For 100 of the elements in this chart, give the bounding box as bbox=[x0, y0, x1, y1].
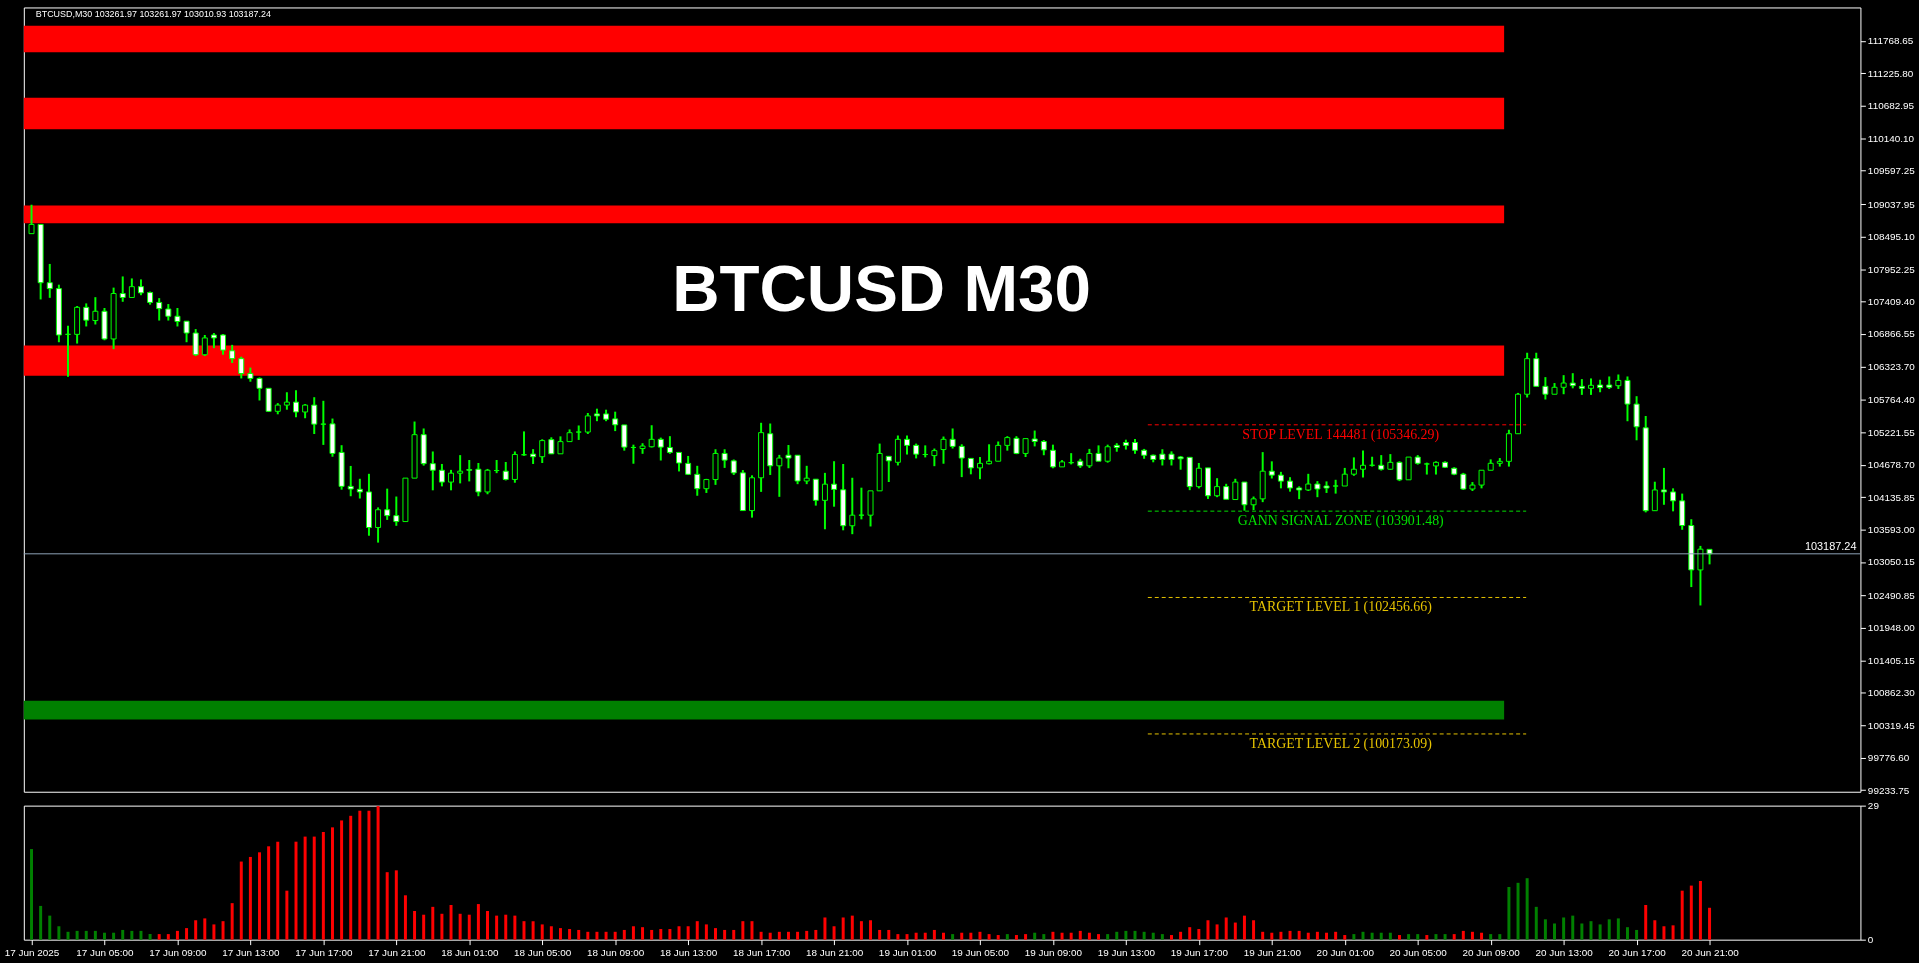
x-tick-label: 20 Jun 13:00 bbox=[1535, 947, 1594, 959]
candlestick bbox=[676, 451, 683, 473]
bar bbox=[239, 861, 243, 940]
y-tick-label: 101405.15 bbox=[1867, 654, 1916, 666]
x-tick-label: 17 Jun 21:00 bbox=[368, 947, 426, 959]
candlestick bbox=[183, 320, 190, 344]
candlestick bbox=[785, 444, 792, 470]
y-tick-label: 29 bbox=[1867, 800, 1880, 812]
candlestick bbox=[958, 443, 965, 479]
y-tick-label: 110140.10 bbox=[1867, 132, 1915, 144]
bar bbox=[48, 915, 52, 940]
bar bbox=[549, 926, 553, 940]
bar bbox=[1297, 930, 1301, 940]
y-tick-label: 107952.25 bbox=[1867, 263, 1916, 275]
bar bbox=[1534, 906, 1538, 940]
candlestick bbox=[1651, 480, 1658, 512]
bar bbox=[613, 931, 617, 940]
bar bbox=[978, 931, 982, 940]
bar bbox=[1680, 890, 1684, 940]
candlestick bbox=[92, 296, 99, 326]
candlestick bbox=[1670, 487, 1677, 513]
bar bbox=[1142, 931, 1146, 940]
annotation: BTCUSD,M30 103261.97 103261.97 103010.93 103187.24 bbox=[35, 9, 271, 20]
bar bbox=[631, 926, 635, 940]
y-tick-label: 101948.00 bbox=[1867, 622, 1916, 634]
bar bbox=[1261, 931, 1265, 940]
bar bbox=[786, 931, 790, 940]
candlestick bbox=[812, 478, 819, 507]
ref-line-label: TARGET LEVEL 2 (100173.09) bbox=[1249, 735, 1433, 752]
bar bbox=[1616, 918, 1620, 940]
bar bbox=[121, 929, 125, 940]
bar bbox=[932, 929, 936, 940]
bar bbox=[1653, 920, 1657, 940]
bar bbox=[777, 931, 781, 940]
bar bbox=[960, 932, 964, 940]
bar bbox=[1461, 930, 1465, 940]
candlestick bbox=[584, 411, 591, 436]
bar bbox=[1434, 934, 1438, 940]
bar bbox=[1343, 935, 1347, 940]
candlestick bbox=[293, 389, 299, 419]
bar bbox=[1388, 932, 1392, 940]
bar bbox=[413, 911, 417, 940]
bar bbox=[641, 927, 645, 940]
candlestick bbox=[356, 477, 363, 500]
bar bbox=[93, 930, 97, 940]
x-tick-label: 19 Jun 21:00 bbox=[1243, 947, 1302, 959]
candlestick bbox=[685, 454, 692, 476]
candlestick bbox=[940, 435, 947, 465]
bar bbox=[248, 856, 252, 940]
bar bbox=[1452, 934, 1456, 940]
bar bbox=[422, 914, 426, 940]
bar bbox=[203, 918, 207, 940]
bar bbox=[1306, 932, 1310, 940]
bar bbox=[1197, 929, 1201, 940]
bar bbox=[650, 929, 654, 940]
bar bbox=[84, 930, 88, 940]
bar bbox=[321, 831, 325, 940]
x-tick-label: 20 Jun 09:00 bbox=[1462, 947, 1521, 959]
bar bbox=[1407, 934, 1411, 940]
bar bbox=[340, 820, 344, 940]
bar bbox=[586, 931, 590, 940]
candlestick bbox=[448, 468, 455, 492]
bar bbox=[805, 930, 809, 940]
bar bbox=[558, 928, 562, 940]
bar bbox=[1279, 931, 1283, 940]
candlestick bbox=[1341, 466, 1348, 488]
x-tick-label: 18 Jun 13:00 bbox=[659, 947, 718, 959]
bar bbox=[185, 928, 189, 940]
y-tick-label: 103050.15 bbox=[1867, 556, 1916, 568]
candlestick bbox=[721, 448, 728, 469]
x-tick-label: 20 Jun 21:00 bbox=[1681, 947, 1740, 959]
candlestick bbox=[621, 423, 628, 452]
bar bbox=[130, 930, 134, 940]
candlestick bbox=[384, 487, 391, 521]
candlestick bbox=[174, 306, 181, 328]
candlestick bbox=[192, 328, 199, 358]
y-tick-label: 109037.95 bbox=[1867, 198, 1916, 210]
x-tick-label: 17 Jun 2025 bbox=[4, 947, 60, 959]
text: BTCUSD M30 bbox=[672, 252, 1091, 326]
x-tick-label: 20 Jun 17:00 bbox=[1608, 947, 1667, 959]
bar bbox=[258, 852, 262, 940]
bar bbox=[112, 932, 116, 940]
y-tick-label: 111768.65 bbox=[1867, 35, 1914, 47]
bar bbox=[1060, 932, 1064, 940]
bar bbox=[476, 904, 480, 940]
bar bbox=[905, 934, 909, 940]
bar bbox=[1115, 931, 1119, 940]
bar bbox=[1553, 923, 1556, 940]
candlestick bbox=[894, 434, 901, 467]
bar bbox=[285, 890, 289, 940]
candlestick bbox=[1232, 477, 1239, 501]
bar bbox=[741, 921, 745, 940]
bar bbox=[1078, 930, 1082, 940]
candlestick bbox=[1660, 466, 1667, 506]
candlestick bbox=[657, 436, 664, 462]
bar bbox=[1033, 932, 1037, 940]
bar bbox=[513, 915, 517, 940]
x-tick-label: 19 Jun 09:00 bbox=[1024, 947, 1083, 959]
candlestick bbox=[201, 334, 208, 358]
bar bbox=[1543, 919, 1547, 940]
